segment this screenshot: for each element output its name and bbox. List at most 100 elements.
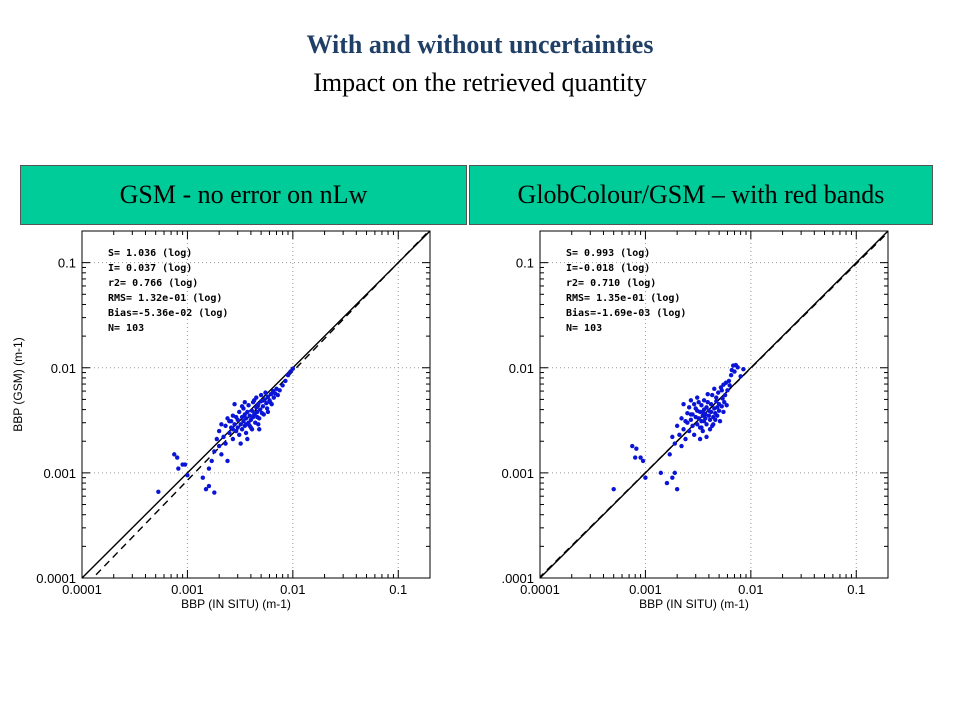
right-data-point <box>633 455 638 460</box>
right-data-point <box>695 422 700 427</box>
left-data-point <box>249 427 255 432</box>
left-data-point <box>212 449 217 454</box>
left-data-point <box>156 489 161 495</box>
left-data-point <box>233 428 239 434</box>
right-data-point <box>691 402 697 407</box>
right-data-point <box>727 383 732 388</box>
left-data-point <box>285 372 291 378</box>
left-data-point <box>216 443 222 449</box>
left-data-point <box>243 422 249 427</box>
left-stats-line: N= 103 <box>108 323 144 334</box>
left-data-point <box>247 423 252 429</box>
right-data-point <box>706 413 712 418</box>
left-data-point <box>221 434 226 440</box>
right-data-point <box>691 432 697 438</box>
right-data-point <box>715 390 721 395</box>
left-data-point <box>223 423 228 429</box>
right-data-point <box>688 417 694 422</box>
left-scatter-chart: 0.0001 0.001 0.01 0.1 0.0001 0.001 0.01 0.1 BBP … <box>11 230 431 611</box>
left-data-point <box>265 394 271 399</box>
right-data-point <box>679 416 684 421</box>
right-data-point <box>703 416 708 421</box>
left-data-point <box>232 402 237 407</box>
left-data-point <box>259 410 265 416</box>
left-data-point <box>246 403 251 408</box>
left-data-point <box>254 405 259 410</box>
right-data-point <box>716 408 722 413</box>
left-data-point <box>237 432 242 438</box>
left-data-point <box>232 422 237 427</box>
left-data-point <box>185 473 190 478</box>
left-data-point <box>253 410 258 416</box>
page-subtitle: Impact on the retrieved quantity <box>313 68 647 97</box>
left-data-point <box>200 475 206 480</box>
right-plot-frame <box>539 230 889 579</box>
right-data-point <box>722 400 727 405</box>
left-y-tick-label: 0.0001 <box>36 571 76 586</box>
right-data-point <box>670 475 675 480</box>
right-data-point <box>704 405 709 410</box>
left-data-point <box>256 402 261 407</box>
left-data-point <box>277 388 282 393</box>
left-data-point <box>206 483 212 489</box>
left-data-point <box>262 397 267 402</box>
left-y-tick-label: 0.01 <box>51 361 76 376</box>
right-data-point <box>705 400 710 405</box>
right-data-point <box>712 386 717 392</box>
right-data-point <box>721 409 726 415</box>
left-stats-line: RMS= 1.32e-01 (log) <box>108 293 222 304</box>
left-x-tick-label: 0.1 <box>389 582 407 597</box>
right-y-tick-label: 0.001 <box>501 466 534 481</box>
right-stats-line: N= 103 <box>566 323 602 334</box>
right-data-point <box>686 405 692 410</box>
right-data-point <box>708 409 714 415</box>
left-data-point <box>239 427 245 432</box>
right-data-point <box>681 427 686 432</box>
left-data-point <box>268 400 273 405</box>
left-data-point <box>175 455 180 460</box>
right-data-point <box>699 403 704 408</box>
left-data-point <box>247 413 252 418</box>
right-stats-line: Bias=-1.69e-03 (log) <box>566 307 686 319</box>
right-data-point <box>638 455 643 460</box>
right-data-point <box>726 378 732 384</box>
left-data-point <box>172 452 177 457</box>
left-x-tick-label: 0.01 <box>280 582 305 597</box>
right-data-point <box>670 434 675 440</box>
left-data-point <box>225 458 230 464</box>
left-data-point <box>209 458 214 464</box>
left-data-point <box>283 378 288 384</box>
left-data-point <box>228 419 234 424</box>
left-data-point <box>219 422 224 427</box>
left-data-point <box>243 416 249 421</box>
left-data-point <box>263 390 268 395</box>
right-stats-line: r2= 0.710 (log) <box>566 278 656 289</box>
right-stats-line: I=-0.018 (log) <box>566 263 650 274</box>
right-data-point <box>681 402 686 407</box>
right-data-point <box>738 374 743 379</box>
right-data-point <box>677 432 682 438</box>
right-data-point <box>688 412 694 417</box>
right-data-point <box>735 365 740 370</box>
right-data-point <box>667 452 672 457</box>
left-stats-line: Bias=-5.36e-02 (log) <box>108 307 228 319</box>
right-data-point <box>658 470 664 476</box>
left-plot-frame <box>81 230 431 579</box>
left-data-point <box>257 407 263 412</box>
right-data-point <box>705 392 710 397</box>
right-data-point <box>640 458 646 464</box>
left-data-point <box>268 392 274 397</box>
left-data-point <box>245 409 250 415</box>
left-data-point <box>264 406 270 411</box>
right-data-point <box>715 413 720 418</box>
left-data-point <box>264 401 269 406</box>
left-y-axis-label: BBP (GSM) (m-1) <box>11 337 25 431</box>
right-data-point <box>700 428 705 434</box>
left-stats-line: S= 1.036 (log) <box>108 248 192 259</box>
right-data-point <box>695 408 700 413</box>
left-x-tick-label: 0.0001 <box>62 582 102 597</box>
left-data-point <box>252 398 257 403</box>
right-data-point <box>674 486 680 492</box>
right-data-point <box>643 475 648 480</box>
right-x-tick-label: 0.0001 <box>520 582 560 597</box>
